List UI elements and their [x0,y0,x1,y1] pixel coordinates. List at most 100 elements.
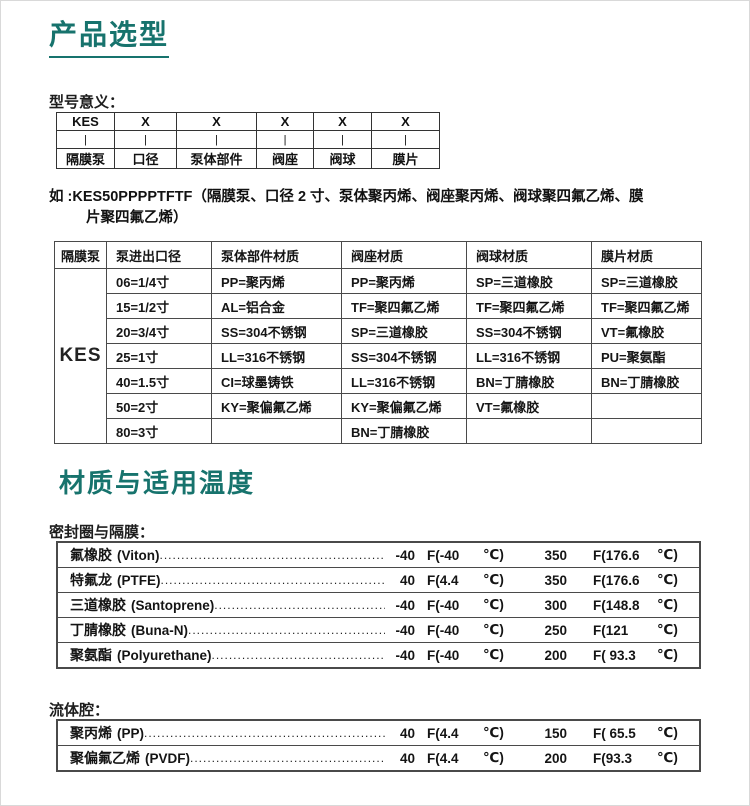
cell: BN=丁腈橡胶 [591,368,702,394]
temp-max-c: F(121 [593,622,629,638]
temp-min-f: -40 [395,597,415,613]
fluid-temperature-table: 聚丙烯 (PP) 40 F(4.4 ℃) 150 F( 65.5 ℃) 聚偏氟乙… [56,719,701,772]
temp-max-unit: ℃) [657,597,678,612]
table-row: 25=1寸 LL=316不锈钢 SS=304不锈钢 LL=316不锈钢 PU=聚… [55,343,702,369]
cell: SS=304不锈钢 [341,343,467,369]
fluid-chamber-label: 流体腔： [49,702,110,719]
model-cell: | [371,130,440,149]
model-cell: 隔膜泵 [56,148,115,169]
temp-min-c: F(4.4 [427,725,459,741]
cell: TF=聚四氟乙烯 [466,293,592,319]
table-row: KES 06=1/4寸 PP=聚丙烯 PP=聚丙烯 SP=三道橡胶 SP=三道橡… [54,268,702,444]
model-cell: KES [56,112,115,131]
cell: BN=丁腈橡胶 [341,418,467,444]
col-header-diaphragm-material: 膜片材质 [591,241,702,269]
cell: SS=304不锈钢 [466,318,592,344]
temp-min-unit: ℃) [483,547,504,562]
model-cell: | [56,130,115,149]
cell: SP=三道橡胶 [466,268,592,294]
temp-row: 三道橡胶 (Santoprene) -40 F(-40 ℃) 300 F(148… [58,593,699,618]
temp-min-f: -40 [395,622,415,638]
temp-values: 40 F(4.4 ℃) 200 F(93.3 ℃) [385,750,687,766]
temp-min-c: F(-40 [427,597,460,613]
material-name-zh: 聚氨酯 [70,647,112,663]
cell: CI=球墨铸铁 [211,368,342,394]
table-row: 15=1/2寸 AL=铝合金 TF=聚四氟乙烯 TF=聚四氟乙烯 TF=聚四氟乙… [55,293,702,319]
table-row: 40=1.5寸 CI=球墨铸铁 LL=316不锈钢 BN=丁腈橡胶 BN=丁腈橡… [55,368,702,394]
model-cell: | [256,130,314,149]
cell: 20=3/4寸 [106,318,212,344]
temp-min-unit: ℃) [483,647,504,662]
temp-values: -40 F(-40 ℃) 200 F( 93.3 ℃) [385,647,687,663]
cell: VT=氟橡胶 [466,393,592,419]
model-desc-row: 隔膜泵 口径 泵体部件 阀座 阀球 膜片 [56,148,440,169]
temp-max-f: 350 [544,547,567,563]
temp-min-unit: ℃) [483,597,504,612]
cell: LL=316不锈钢 [341,368,467,394]
temp-min-unit: ℃) [483,750,504,765]
cell: LL=316不锈钢 [211,343,342,369]
seal-temperature-table: 氟橡胶 (Viton) -40 F(-40 ℃) 350 F(176.6 ℃) … [56,541,701,669]
temp-min-c: F(4.4 [427,750,459,766]
material-name-zh: 丁腈橡胶 [70,622,126,638]
example-text: 如 :KES50PPPPTFTF（隔膜泵、口径 2 寸、泵体聚丙烯、阀座聚丙烯、… [49,187,697,229]
temp-max-f: 200 [544,750,567,766]
temp-max-c: F(176.6 [593,547,640,563]
material-name-zh: 特氟龙 [70,572,112,588]
temp-row: 聚偏氟乙烯 (PVDF) 40 F(4.4 ℃) 200 F(93.3 ℃) [58,746,699,770]
temp-row: 聚丙烯 (PP) 40 F(4.4 ℃) 150 F( 65.5 ℃) [58,721,699,746]
model-cell: 泵体部件 [176,148,257,169]
model-code-row: KES X X X X X [56,112,440,131]
material-name-zh: 聚偏氟乙烯 [70,750,140,766]
temp-row: 丁腈橡胶 (Buna-N) -40 F(-40 ℃) 250 F(121 ℃) [58,618,699,643]
model-cell: | [176,130,257,149]
temp-max-unit: ℃) [657,750,678,765]
section-title-materials: 材质与适用温度 [59,468,256,498]
cell [211,418,342,444]
temp-max-unit: ℃) [657,547,678,562]
temp-max-unit: ℃) [657,725,678,740]
model-meaning-table: KES X X X X X | | | | | | 隔膜泵 口径 泵体部件 阀座… [56,112,440,169]
dots-leader [161,573,386,587]
model-cell: 膜片 [371,148,440,169]
cell [466,418,592,444]
material-name-zh: 聚丙烯 [70,725,112,741]
page-title: 产品选型 [49,13,170,58]
material-name-en: (Buna-N) [131,622,188,638]
selection-table: 隔膜泵 泵进出口径 泵体部件材质 阀座材质 阀球材质 膜片材质 KES 06=1… [54,241,702,444]
temp-max-unit: ℃) [657,647,678,662]
selection-header-row: 隔膜泵 泵进出口径 泵体部件材质 阀座材质 阀球材质 膜片材质 [54,241,702,269]
dots-leader [160,548,386,562]
temp-max-unit: ℃) [657,622,678,637]
temp-min-f: 40 [399,725,415,741]
dots-leader [144,726,385,740]
temp-row: 氟橡胶 (Viton) -40 F(-40 ℃) 350 F(176.6 ℃) [58,543,699,568]
cell: SP=三道橡胶 [341,318,467,344]
temp-min-f: -40 [395,647,415,663]
model-cell: 口径 [114,148,177,169]
cell: AL=铝合金 [211,293,342,319]
temp-max-f: 300 [544,597,567,613]
dots-leader [190,751,385,765]
material-name-en: (PVDF) [145,750,190,766]
model-cell: 阀球 [313,148,372,169]
model-cell: X [114,112,177,131]
temp-max-f: 350 [544,572,567,588]
cell: KY=聚偏氟乙烯 [211,393,342,419]
temp-values: -40 F(-40 ℃) 350 F(176.6 ℃) [385,547,687,563]
cell: PP=聚丙烯 [211,268,342,294]
model-meaning-label: 型号意义： [49,94,125,111]
material-name-en: (PTFE) [117,572,161,588]
model-cell: X [313,112,372,131]
temp-max-unit: ℃) [657,572,678,587]
temp-values: 40 F(4.4 ℃) 350 F(176.6 ℃) [385,572,687,588]
material-name-zh: 氟橡胶 [70,547,112,563]
pump-code-cell: KES [54,268,107,444]
col-header-pump: 隔膜泵 [54,241,107,269]
col-header-ball-material: 阀球材质 [466,241,592,269]
temp-values: -40 F(-40 ℃) 250 F(121 ℃) [385,622,687,638]
col-header-port-size: 泵进出口径 [106,241,212,269]
table-row: 20=3/4寸 SS=304不锈钢 SP=三道橡胶 SS=304不锈钢 VT=氟… [55,318,702,344]
cell: PP=聚丙烯 [341,268,467,294]
